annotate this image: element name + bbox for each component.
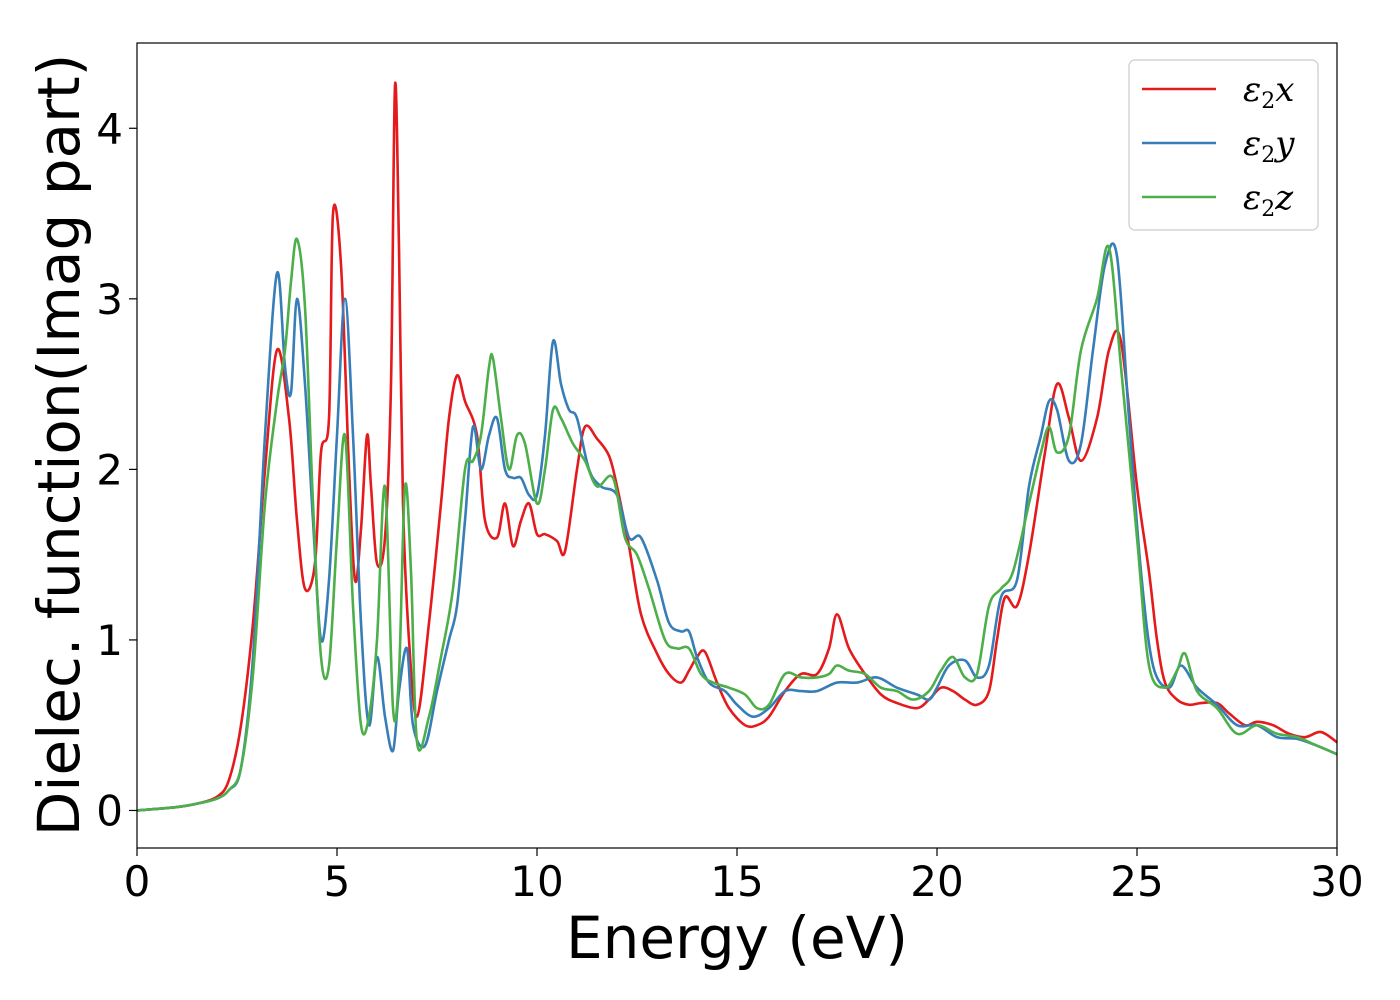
legend-label-y: ε2y	[1243, 124, 1295, 168]
legend-box	[1128, 59, 1319, 231]
legend-label-x: ε2x	[1243, 70, 1294, 114]
x-tick-label: 20	[910, 857, 963, 906]
x-tick-label: 25	[1110, 857, 1163, 906]
y-tick-label: 0	[96, 786, 123, 835]
series-line-x	[137, 81, 1337, 812]
legend: ε2x ε2y ε2z	[1128, 59, 1319, 231]
x-tick-label: 30	[1310, 857, 1363, 906]
x-tick-label: 15	[710, 857, 763, 906]
x-axis-title: Energy (eV)	[566, 904, 908, 972]
series-lines	[137, 81, 1337, 812]
y-tick-label: 4	[96, 104, 123, 153]
legend-label-z: ε2z	[1243, 178, 1294, 222]
y-axis-title: Dielec. function(Imag part)	[25, 54, 93, 837]
y-tick-label: 2	[96, 445, 123, 494]
y-tick-label: 3	[96, 275, 123, 324]
y-tick-label: 1	[96, 616, 123, 665]
x-tick-label: 10	[510, 857, 563, 906]
x-tick-label: 5	[324, 857, 351, 906]
x-axis-ticks: 0 5 10 15 20 25 30	[124, 848, 1364, 906]
x-tick-label: 0	[124, 857, 151, 906]
y-axis-ticks: 0 1 2 3 4	[96, 104, 137, 835]
series-line-z	[137, 237, 1337, 812]
